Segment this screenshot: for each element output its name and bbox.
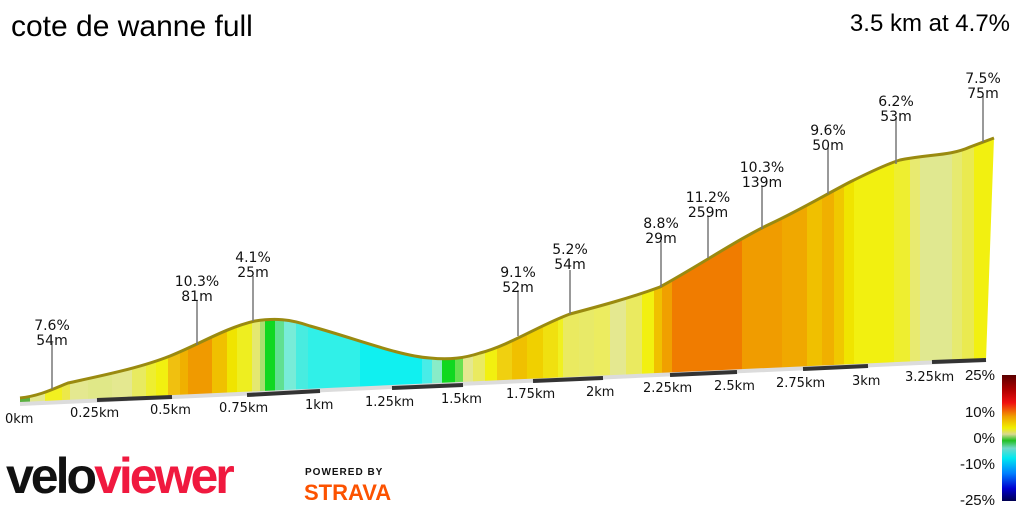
svg-text:3km: 3km: [852, 374, 880, 389]
svg-text:8.8%: 8.8%: [643, 216, 679, 232]
climb-summary: 3.5 km at 4.7%: [849, 10, 1010, 37]
svg-text:-10%: -10%: [960, 456, 995, 473]
gradient-annotations: [51, 96, 984, 389]
chart-title: cote de wanne full: [11, 10, 253, 43]
svg-text:2.5km: 2.5km: [714, 379, 755, 394]
gradient-slices: [20, 138, 994, 403]
svg-text:50m: 50m: [812, 138, 843, 154]
profile-outline: [19, 136, 995, 400]
svg-text:2km: 2km: [586, 385, 614, 400]
svg-text:25m: 25m: [237, 265, 268, 281]
svg-text:1.75km: 1.75km: [506, 387, 555, 402]
gradient-colorbar: [1002, 375, 1016, 501]
svg-text:54m: 54m: [554, 257, 585, 273]
svg-text:1km: 1km: [305, 398, 333, 413]
powered-by-label: POWERED BY: [305, 467, 384, 478]
veloviewer-logo: veloviewer: [6, 448, 235, 504]
strava-logo: STRAVA: [304, 480, 392, 505]
svg-text:1.25km: 1.25km: [365, 395, 414, 410]
svg-text:29m: 29m: [645, 231, 676, 247]
svg-text:2.75km: 2.75km: [776, 376, 825, 391]
svg-text:10.3%: 10.3%: [175, 274, 219, 290]
svg-text:81m: 81m: [181, 289, 212, 305]
svg-text:259m: 259m: [688, 205, 728, 221]
svg-text:9.1%: 9.1%: [500, 265, 536, 281]
svg-text:6.2%: 6.2%: [878, 94, 914, 110]
svg-text:54m: 54m: [36, 333, 67, 349]
x-tick-labels: 0km 0.25km 0.5km 0.75km 1km 1.25km 1.5km…: [5, 370, 954, 427]
svg-text:2.25km: 2.25km: [643, 381, 692, 396]
svg-text:75m: 75m: [967, 86, 998, 102]
svg-text:52m: 52m: [502, 280, 533, 296]
svg-text:139m: 139m: [742, 175, 782, 191]
distance-axis: [19, 358, 987, 406]
svg-text:-25%: -25%: [960, 492, 995, 509]
svg-text:0.25km: 0.25km: [70, 406, 119, 421]
svg-text:0%: 0%: [973, 430, 995, 447]
svg-text:1.5km: 1.5km: [441, 392, 482, 407]
svg-text:53m: 53m: [880, 109, 911, 125]
svg-text:3.25km: 3.25km: [905, 370, 954, 385]
svg-text:9.6%: 9.6%: [810, 123, 846, 139]
annotation-labels: 7.6% 54m 10.3% 81m 4.1% 25m 9.1% 52m 5.2…: [34, 71, 1001, 349]
svg-text:10.3%: 10.3%: [740, 160, 784, 176]
gradient-legend: 25% 10% 0% -10% -25%: [960, 367, 1016, 509]
svg-text:0km: 0km: [5, 412, 33, 427]
svg-text:4.1%: 4.1%: [235, 250, 271, 266]
svg-text:5.2%: 5.2%: [552, 242, 588, 258]
svg-text:7.5%: 7.5%: [965, 71, 1001, 87]
svg-text:0.5km: 0.5km: [150, 403, 191, 418]
svg-text:7.6%: 7.6%: [34, 318, 70, 334]
svg-text:11.2%: 11.2%: [686, 190, 730, 206]
svg-text:0.75km: 0.75km: [219, 401, 268, 416]
svg-text:10%: 10%: [965, 404, 995, 421]
svg-text:25%: 25%: [965, 367, 995, 384]
